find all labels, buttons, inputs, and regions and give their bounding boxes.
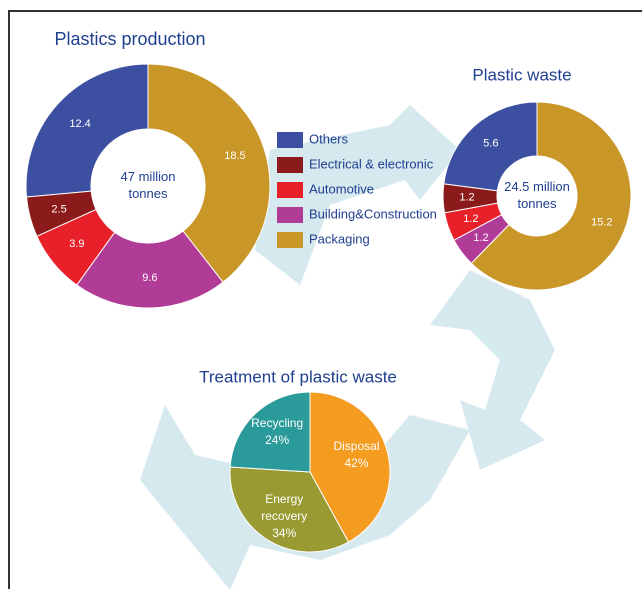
arrow (255, 105, 460, 285)
value-label: 9.6 (142, 272, 157, 284)
value-label: 1.2 (473, 232, 488, 244)
center-label: tonnes (517, 196, 557, 211)
slice-label: Disposal 42% (316, 438, 396, 472)
slice-label: Energy recovery 34% (244, 491, 324, 542)
legend-swatch (277, 207, 303, 223)
chart-title: Plastics production (54, 29, 205, 49)
value-label: 24% (265, 433, 290, 447)
legend-label: Packaging (309, 231, 370, 246)
value-label: 1.2 (463, 213, 478, 225)
arrow (430, 270, 555, 470)
category-label: Energy recovery (261, 491, 308, 523)
legend-swatch (277, 157, 303, 173)
center-label: tonnes (128, 186, 168, 201)
slice (229, 391, 311, 473)
category-label: Recycling (251, 416, 304, 430)
legend-label: Automotive (309, 181, 374, 196)
center-label: 24.5 million (504, 179, 570, 194)
legend-label: Others (309, 131, 349, 146)
value-label: 12.4 (69, 118, 90, 130)
value-label: 42% (344, 456, 369, 471)
value-label: 5.6 (483, 137, 498, 149)
legend-label: Building&Construction (309, 206, 437, 221)
slice (76, 230, 224, 309)
value-label: 15.2 (591, 216, 612, 228)
legend-swatch (277, 132, 303, 148)
value-label: 34% (272, 525, 297, 540)
value-label: 18.5 (224, 150, 245, 162)
value-label: 2.5 (51, 203, 66, 215)
slice (25, 63, 149, 198)
legend-swatch (277, 232, 303, 248)
slice (470, 101, 632, 291)
frame (8, 10, 642, 589)
center-label: 47 million (121, 169, 176, 184)
chart-title: Plastic waste (472, 65, 571, 84)
value-label: 3.9 (69, 238, 84, 250)
slice-label: Recycling 24% (237, 415, 317, 449)
legend-swatch (277, 182, 303, 198)
slice (147, 63, 271, 283)
slice (309, 391, 391, 543)
slice (229, 466, 350, 553)
legend-label: Electrical & electronic (309, 156, 434, 171)
slice (443, 101, 538, 192)
category-label: Disposal (333, 439, 380, 454)
value-label: 1.2 (459, 192, 474, 204)
chart-title: Treatment of plastic waste (199, 367, 397, 386)
